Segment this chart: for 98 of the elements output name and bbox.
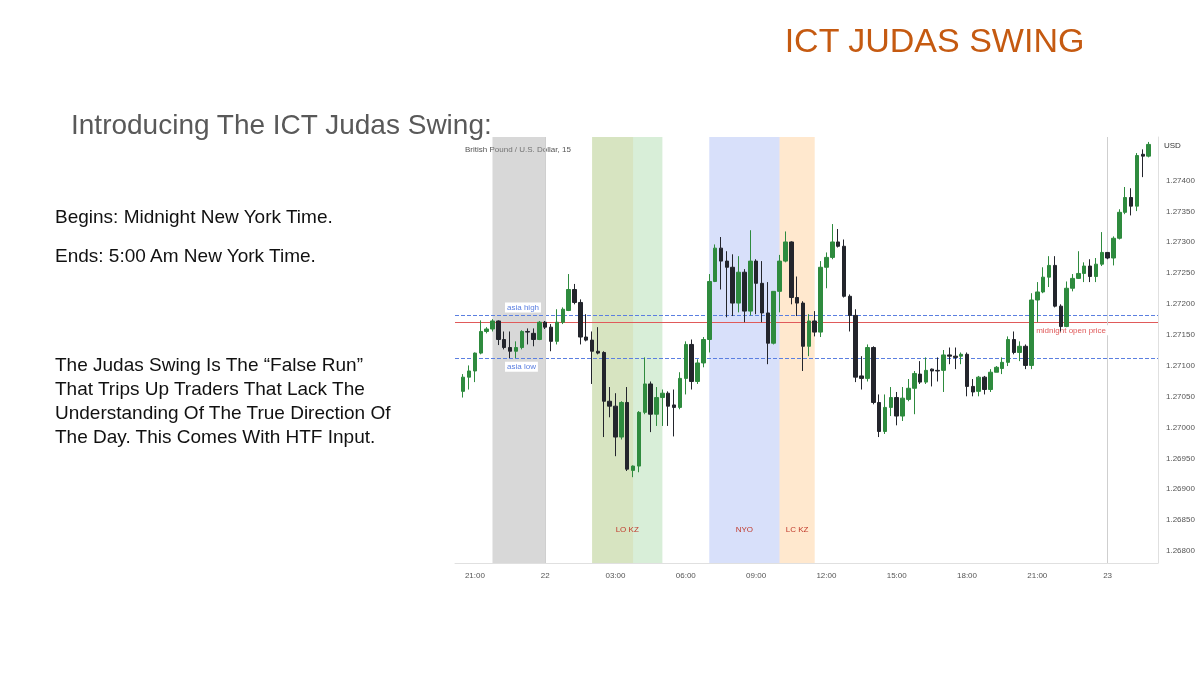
candlestick	[842, 238, 846, 299]
text: The Judas Swing Is The “False Run” That Trips Up Traders That Lack The Understanding Of The True Direction Of The Day. This Comes With HTF Input.	[55, 353, 396, 447]
candlestick	[461, 373, 465, 399]
candlestick	[467, 364, 471, 391]
candlestick	[976, 375, 981, 397]
candlestick	[865, 343, 870, 382]
x-tick-label: 22	[540, 570, 551, 580]
candlestick	[719, 236, 723, 290]
candlestick	[766, 281, 770, 365]
candlestick	[801, 300, 805, 372]
x-tick-label: 18:00	[957, 570, 978, 580]
candlestick	[666, 390, 670, 427]
candlestick	[754, 258, 758, 315]
candlestick	[508, 330, 512, 359]
candlestick	[590, 330, 594, 385]
y-tick-label: 1.27000	[1166, 422, 1196, 432]
candlestick	[1017, 340, 1022, 362]
chart-subtitle: Introducing The ICT Judas Swing:	[71, 108, 492, 140]
band-label: LC KZ	[785, 524, 809, 534]
candlestick	[894, 391, 899, 426]
candlestick	[1135, 152, 1139, 212]
candlestick	[531, 327, 536, 347]
candlestick	[514, 340, 518, 359]
x-tick-label: 21:00	[1027, 570, 1048, 580]
y-tick-label: 1.27150	[1166, 330, 1196, 340]
candlestick	[1141, 148, 1145, 178]
text: Ends: 5:00 Am New York Time.	[55, 245, 316, 266]
ref-line-label: asia high	[507, 302, 540, 312]
y-tick-label: 1.26850	[1166, 515, 1196, 525]
candlestick	[736, 255, 741, 313]
candlestick	[1094, 257, 1098, 283]
candlestick	[924, 356, 928, 385]
band-label: LO KZ	[615, 524, 639, 534]
candlestick	[883, 393, 887, 435]
candlestick	[689, 339, 694, 391]
candlestick	[473, 351, 477, 383]
y-tick-label: 1.27200	[1166, 299, 1196, 309]
candlestick	[596, 326, 600, 355]
x-tick-label: 15:00	[886, 570, 908, 580]
candlestick	[748, 229, 753, 316]
candlestick	[1129, 187, 1133, 216]
y-tick-label: 1.26950	[1166, 453, 1196, 463]
candlestick	[625, 386, 629, 472]
candlestick	[1047, 255, 1051, 288]
candlestick	[812, 310, 817, 337]
candlestick	[1012, 330, 1016, 355]
candlestick	[643, 356, 647, 415]
x-tick-label: 06:00	[675, 570, 697, 580]
candlestick	[525, 327, 530, 345]
x-tick-label: 21:00	[464, 570, 486, 580]
y-tick-label: 1.27350	[1166, 206, 1196, 216]
candlestick	[982, 375, 987, 395]
y-tick-label: 1.26900	[1166, 484, 1196, 494]
y-tick-label: 1.27100	[1166, 360, 1196, 370]
candlestick	[1053, 255, 1057, 308]
candlestick	[537, 320, 542, 341]
candlestick	[619, 400, 624, 441]
x-tick-label: 12:00	[816, 570, 837, 580]
candlestick	[836, 228, 840, 249]
candlestick	[684, 340, 688, 395]
candlestick	[742, 268, 747, 323]
y-tick-label: 1.26800	[1166, 546, 1196, 556]
candlestick	[637, 410, 641, 473]
candlestick	[555, 308, 559, 345]
candlestick	[1088, 258, 1092, 283]
x-tick-label: 23	[1103, 570, 1113, 580]
y-tick-label: 1.27400	[1166, 175, 1196, 185]
text: Begins: Midnight New York Time.	[55, 206, 333, 227]
x-tick-label: 09:00	[746, 570, 767, 580]
candlestick	[1006, 335, 1010, 367]
candlestick	[807, 313, 811, 357]
ref-line-label: asia low	[507, 362, 537, 372]
candlestick	[549, 323, 553, 352]
candlestick	[918, 360, 922, 385]
x-tick-label: 03:00	[605, 570, 627, 580]
candlestick	[678, 371, 682, 410]
candlestick	[1105, 251, 1110, 260]
candlestick	[760, 260, 764, 323]
candlestick	[1023, 343, 1028, 370]
candlestick	[631, 464, 635, 478]
y-axis-title: USD	[1164, 140, 1182, 150]
candlestick	[889, 386, 893, 417]
candlestick	[941, 349, 946, 393]
candlestick	[672, 389, 676, 437]
candlestick	[959, 351, 963, 365]
candlestick	[1100, 231, 1104, 267]
y-tick-label: 1.27050	[1166, 391, 1196, 401]
chart-title: ICT JUDAS SWING	[784, 21, 1085, 59]
candlestick	[543, 320, 547, 330]
candlestick	[965, 351, 969, 397]
y-tick-label: 1.27250	[1166, 268, 1196, 278]
band-label: NYO	[735, 524, 754, 534]
candlestick	[971, 378, 975, 397]
candlestick	[1146, 141, 1151, 158]
candlestick	[520, 329, 524, 350]
annotation: British Pound / U.S. Dollar, 15	[465, 144, 572, 154]
candlestick	[648, 380, 653, 433]
y-tick-label: 1.27300	[1166, 237, 1196, 247]
